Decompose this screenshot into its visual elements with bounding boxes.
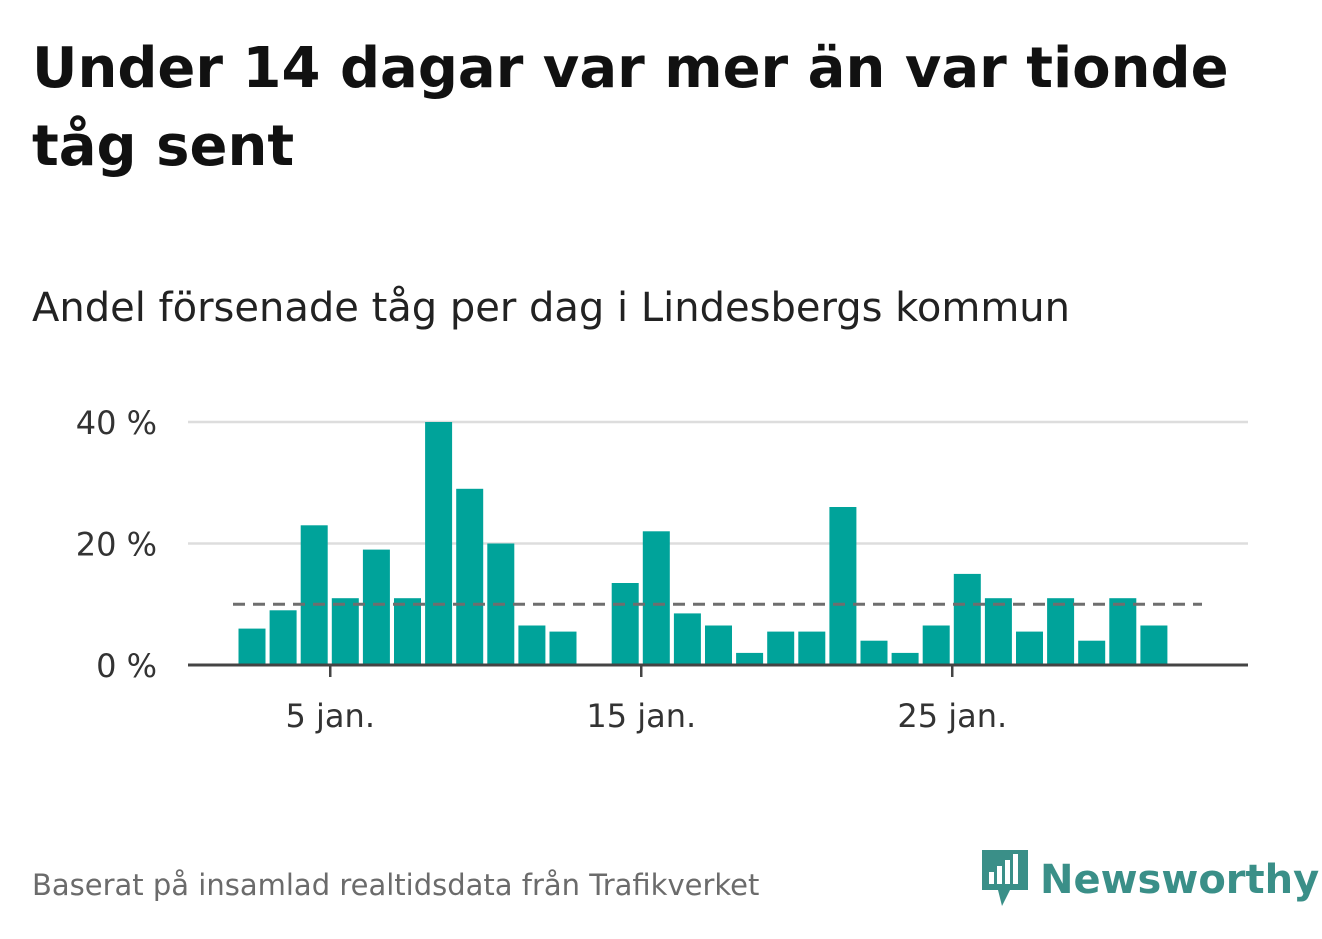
bar <box>269 610 297 665</box>
bar <box>549 631 577 665</box>
bar <box>300 525 328 665</box>
bar <box>798 631 826 665</box>
bar <box>705 625 732 665</box>
bar <box>860 640 888 665</box>
brand-logo: Newsworthy <box>980 848 1319 912</box>
brand-name: Newsworthy <box>1040 857 1320 903</box>
bar <box>1109 598 1137 665</box>
source-note: Baserat på insamlad realtidsdata från Tr… <box>32 868 760 902</box>
bar <box>1078 640 1106 665</box>
x-tick-label: 15 jan. <box>586 697 696 735</box>
bar <box>1047 598 1075 665</box>
bar <box>829 507 857 665</box>
bar <box>456 488 484 665</box>
x-tick-label: 5 jan. <box>286 697 375 735</box>
bar <box>767 631 795 665</box>
y-tick-label: 0 % <box>96 647 157 685</box>
bar <box>362 549 390 665</box>
bar <box>642 531 670 665</box>
bar <box>922 625 950 665</box>
bar <box>1140 625 1168 665</box>
bar <box>611 583 639 665</box>
bar <box>953 573 981 665</box>
bar <box>425 422 453 665</box>
bar <box>984 598 1012 665</box>
x-tick-label: 25 jan. <box>897 697 1007 735</box>
bar <box>331 598 359 665</box>
axes: 0 % 20 % 40 % 5 jan. 15 jan. 25 jan. <box>76 404 1248 735</box>
chart-subtitle: Andel försenade tåg per dag i Lindesberg… <box>32 285 1070 331</box>
bar <box>891 652 919 665</box>
chart-title: Under 14 dagar var mer än var tionde tåg… <box>32 36 1229 179</box>
newsworthy-logo-icon <box>982 850 1028 906</box>
bar <box>673 613 701 665</box>
bar <box>1016 631 1043 665</box>
bar <box>736 652 764 665</box>
bar <box>518 625 546 665</box>
bar <box>238 628 266 665</box>
y-tick-label: 40 % <box>76 404 157 442</box>
grid-lines <box>188 420 1248 545</box>
bars <box>238 422 1168 665</box>
bar <box>394 598 421 665</box>
bar-chart: 0 % 20 % 40 % 5 jan. 15 jan. 25 jan. <box>76 404 1248 735</box>
y-tick-label: 20 % <box>76 526 157 564</box>
